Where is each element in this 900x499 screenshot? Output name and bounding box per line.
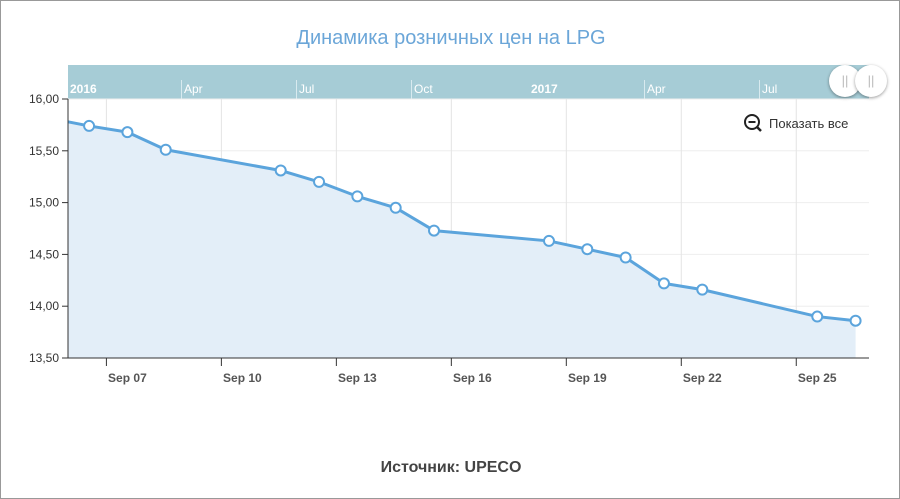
data-point (389, 201, 402, 214)
source-footer: Источник: UPECO (380, 459, 522, 476)
data-point (159, 143, 172, 156)
data-point (811, 310, 824, 323)
navigator-label: Jul (759, 80, 777, 99)
y-tick-label: 15,00 (29, 196, 59, 210)
navigator-label: Oct (411, 80, 433, 99)
data-point (313, 175, 326, 188)
navigator-label: 2017 (531, 82, 558, 96)
y-tick-label: 14,50 (29, 247, 59, 261)
zoom-out-icon (744, 114, 762, 132)
y-tick-label: 13,50 (29, 351, 59, 365)
data-point (428, 224, 441, 237)
data-point (581, 243, 594, 256)
series-area (68, 121, 856, 359)
data-point (121, 126, 134, 139)
reset-zoom-label: Показать все (769, 115, 849, 131)
navigator-right-handle[interactable]: || (855, 65, 887, 97)
navigator-label: 2016 (70, 82, 97, 96)
y-tick-label: 15,50 (29, 144, 59, 158)
y-tick-label: 14,00 (29, 299, 59, 313)
data-point (849, 314, 862, 327)
chart-title: Динамика розничных цен на LPG (296, 27, 606, 49)
y-tick-label: 16,00 (29, 92, 59, 106)
navigator-band[interactable]: 2016 Apr Jul Oct 2017 Apr Jul (68, 65, 869, 99)
x-tick-label: Sep 10 (223, 371, 262, 385)
data-point (619, 251, 632, 264)
data-point (696, 283, 709, 296)
data-point (542, 234, 555, 247)
x-tick-label: Sep 19 (568, 371, 607, 385)
data-point (351, 190, 364, 203)
x-tick-label: Sep 25 (798, 371, 837, 385)
data-point (274, 164, 287, 177)
x-tick-label: Sep 07 (108, 371, 147, 385)
data-point (657, 277, 670, 290)
x-tick-label: Sep 16 (453, 371, 492, 385)
data-point (83, 119, 96, 132)
series-line (67, 120, 856, 323)
navigator-label: Apr (644, 80, 666, 99)
x-tick-label: Sep 22 (683, 371, 722, 385)
navigator-label: Apr (181, 80, 203, 99)
x-tick-label: Sep 13 (338, 371, 377, 385)
reset-zoom-button[interactable]: Показать все (743, 113, 848, 133)
navigator-label: Jul (296, 80, 314, 99)
